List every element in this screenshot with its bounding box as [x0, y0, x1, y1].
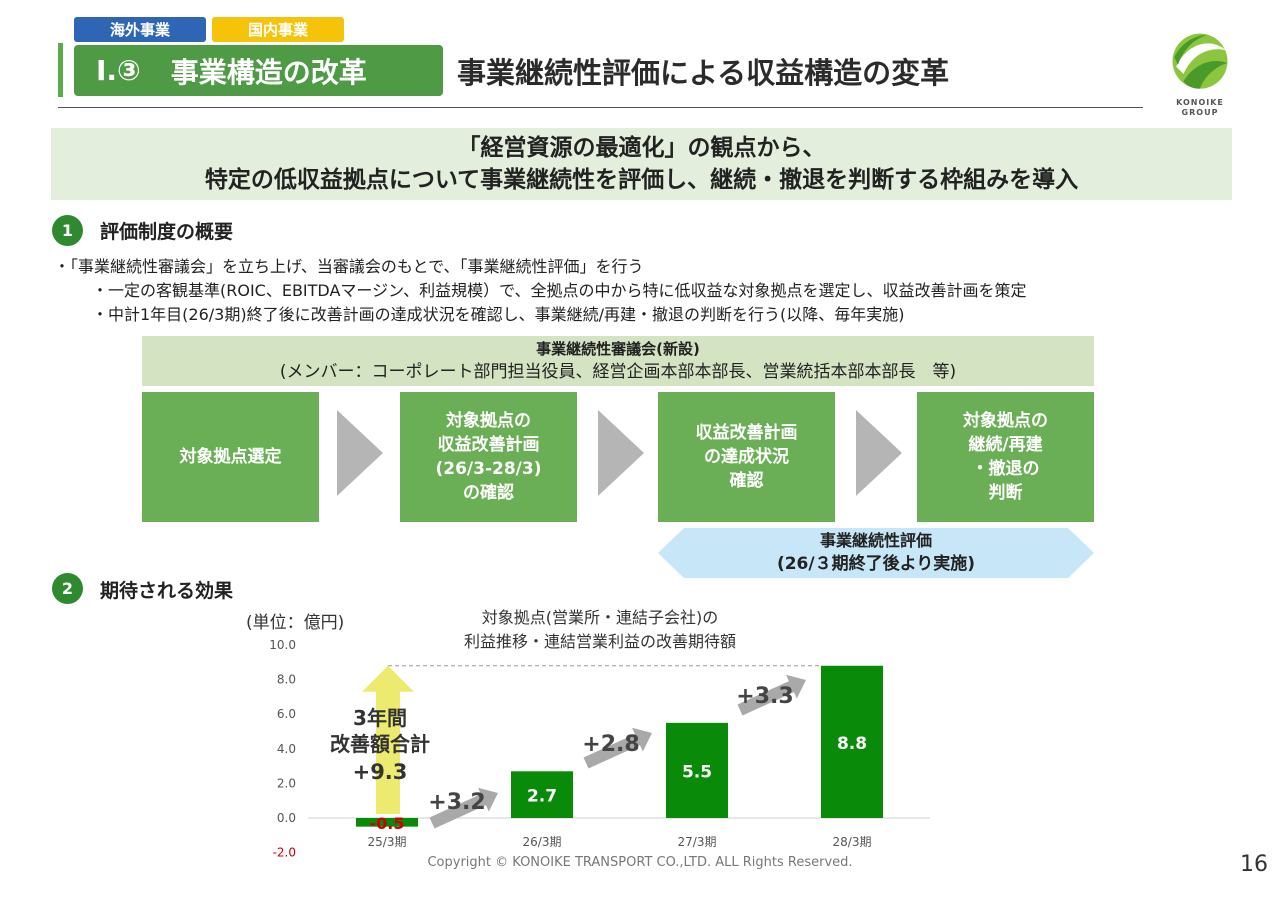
y-tick-label: -2.0	[273, 846, 296, 860]
section-label: Ⅰ.③ 事業構造の改革	[74, 45, 443, 96]
bar-value-label: 8.8	[837, 734, 867, 754]
council-title: 事業継続性審議会(新設)	[536, 340, 700, 358]
domestic-business-tag: 国内事業	[212, 17, 344, 42]
x-tick-label: 27/3期	[678, 835, 717, 849]
page-number: 16	[1240, 852, 1268, 877]
increment-label: +2.8	[582, 732, 639, 757]
bar-value-label: 2.7	[527, 787, 557, 807]
total-label-line2: 改善額合計	[330, 732, 430, 756]
konoike-logo-icon	[1172, 33, 1228, 89]
chart-unit-label: (単位：億円)	[246, 613, 345, 633]
council-members: (メンバー：コーポレート部門担当役員、経営企画本部本部長、営業統括本部本部長 等…	[279, 362, 957, 382]
logo-text-line1: KONOIKE	[1176, 98, 1224, 107]
banner-line1: 「経営資源の最適化」の観点から、	[457, 135, 826, 161]
evaluation-arrow: 事業継続性評価 (26/３期終了後より実施)	[658, 528, 1094, 578]
increment-arrow	[583, 727, 653, 769]
flow-arrow-2	[598, 410, 644, 496]
increment-label: +3.3	[736, 684, 793, 709]
banner-line2: 特定の低収益拠点について事業継続性を評価し、継続・撤退を判断する枠組みを導入	[204, 167, 1079, 193]
bullet-sub2: ・中計1年目(26/3期)終了後に改善計画の達成状況を確認し、事業継続/再建・撤…	[92, 305, 905, 324]
chart-title-line1: 対象拠点(営業所・連結子会社)の	[481, 608, 719, 627]
increment-arrow	[429, 787, 499, 829]
increment-arrow	[737, 674, 807, 716]
bar	[511, 771, 573, 818]
section-accent-bar	[58, 43, 63, 97]
bar	[356, 818, 418, 827]
increment-label: +3.2	[428, 790, 485, 815]
y-tick-label: 2.0	[277, 776, 296, 790]
logo-text-line2: GROUP	[1181, 108, 1219, 117]
evaluation-line2: (26/３期終了後より実施)	[777, 553, 975, 574]
section-title: 事業構造の改革	[170, 55, 367, 89]
evaluation-line1: 事業継続性評価	[820, 531, 932, 550]
flow-step-2: 対象拠点の 収益改善計画 (26/3-28/3) の確認	[400, 392, 577, 522]
flow-step-1: 対象拠点選定	[142, 392, 319, 522]
council-box: 事業継続性審議会(新設) (メンバー：コーポレート部門担当役員、経営企画本部本部…	[142, 336, 1094, 386]
header-divider	[58, 107, 1143, 108]
bullet-main: ・「事業継続性審議会」を立ち上げ、当審議会のもとで、「事業継続性評価」を行う	[54, 257, 644, 276]
section-number: Ⅰ.③	[96, 54, 141, 87]
total-label-line3: +9.3	[353, 760, 408, 784]
bar	[821, 665, 883, 818]
total-improvement-arrow	[362, 665, 414, 814]
chart-title: 対象拠点(営業所・連結子会社)の 利益推移・連結営業利益の改善期待額	[400, 606, 800, 654]
section1-heading: 評価制度の概要	[100, 221, 234, 243]
page-title: 事業継続性評価による収益構造の変革	[457, 56, 950, 90]
copyright-footer: Copyright © KONOIKE TRANSPORT CO.,LTD. A…	[427, 855, 853, 870]
flow-step-4: 対象拠点の 継続/再建 ・撤退の 判断	[917, 392, 1094, 522]
bar-value-label: -0.5	[370, 814, 405, 833]
x-tick-label: 26/3期	[523, 835, 562, 849]
flow-arrow-3	[856, 410, 902, 496]
section1-number-badge: 1	[52, 215, 83, 246]
bar-value-label: 5.5	[682, 762, 712, 782]
chart-title-line2: 利益推移・連結営業利益の改善期待額	[463, 632, 736, 651]
summary-banner: 「経営資源の最適化」の観点から、 特定の低収益拠点について事業継続性を評価し、継…	[51, 128, 1232, 200]
x-tick-label: 25/3期	[368, 835, 407, 849]
flow-arrow-1	[337, 410, 383, 496]
flow-step-3: 収益改善計画 の達成状況 確認	[658, 392, 835, 522]
y-tick-label: 10.0	[269, 638, 296, 652]
x-tick-label: 28/3期	[833, 835, 872, 849]
overseas-business-tag: 海外事業	[74, 17, 206, 42]
y-tick-label: 0.0	[277, 811, 296, 825]
bar	[666, 722, 728, 818]
total-label-line1: 3年間	[353, 706, 407, 730]
section2-heading: 期待される効果	[100, 580, 234, 602]
bullet-sub1: ・一定の客観基準(ROIC、EBITDAマージン、利益規模）で、全拠点の中から特…	[92, 281, 1027, 300]
y-tick-label: 8.0	[277, 673, 296, 687]
y-tick-label: 6.0	[277, 707, 296, 721]
section2-number-badge: 2	[52, 573, 83, 604]
y-tick-label: 4.0	[277, 742, 296, 756]
